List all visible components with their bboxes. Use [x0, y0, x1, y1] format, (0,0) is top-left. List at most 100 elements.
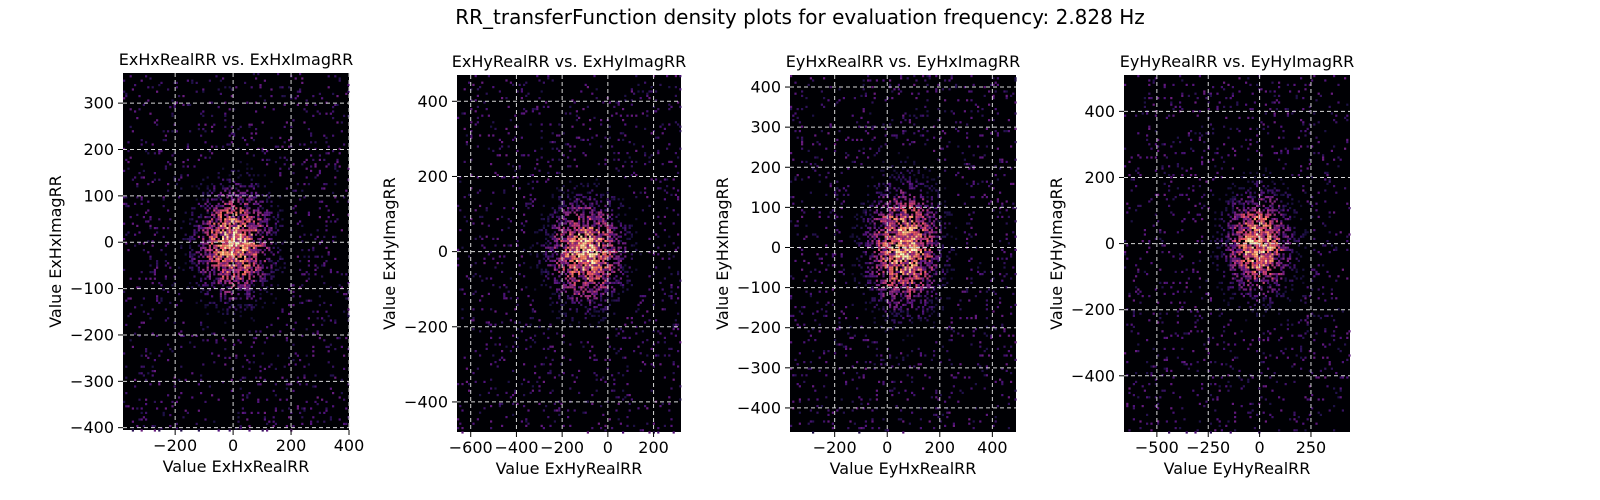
density-cell: [140, 372, 143, 375]
density-cell: [547, 255, 550, 258]
density-cell: [600, 209, 603, 212]
density-cell: [151, 271, 154, 274]
density-cell: [575, 297, 578, 300]
density-cell: [239, 211, 242, 214]
density-cell: [206, 275, 209, 278]
density-cell: [589, 204, 592, 207]
density-cell: [481, 81, 484, 84]
density-cell: [257, 266, 260, 269]
density-cell: [457, 427, 460, 430]
density-cell: [842, 193, 845, 196]
density-cell: [928, 75, 931, 78]
density-cell: [230, 253, 233, 256]
density-cell: [999, 160, 1002, 163]
density-cell: [600, 248, 603, 251]
density-cell: [553, 409, 556, 412]
density-cell: [542, 270, 545, 273]
density-cell: [613, 270, 616, 273]
density-cell: [457, 418, 460, 421]
density-cell: [655, 354, 658, 357]
density-cell: [202, 271, 205, 274]
density-cell: [534, 198, 537, 201]
density-cell: [895, 213, 898, 216]
density-cell: [602, 257, 605, 260]
density-cell: [562, 154, 565, 157]
density-cell: [871, 204, 874, 207]
density-cell: [668, 86, 671, 89]
density-cell: [237, 231, 240, 234]
density-cell: [334, 103, 337, 106]
density-cell: [294, 205, 297, 208]
density-cell: [801, 147, 804, 150]
density-cell: [127, 205, 130, 208]
density-cell: [584, 196, 587, 199]
density-cell: [250, 297, 253, 300]
density-cell: [679, 125, 682, 128]
density-cell: [230, 304, 233, 307]
density-cell: [591, 279, 594, 282]
density-cell: [501, 356, 504, 359]
density-cell: [567, 235, 570, 238]
density-cell: [239, 125, 242, 128]
density-cell: [138, 286, 141, 289]
density-cell: [886, 224, 889, 227]
density-cell: [600, 233, 603, 236]
density-cell: [318, 207, 321, 210]
density-cell: [490, 420, 493, 423]
density-cell: [224, 220, 227, 223]
density-cell: [279, 156, 282, 159]
density-cell: [562, 132, 565, 135]
density-cell: [226, 233, 229, 236]
density-cell: [272, 301, 275, 304]
density-cell: [318, 242, 321, 245]
density-cell: [922, 209, 925, 212]
density-cell: [259, 242, 262, 245]
density-cell: [248, 238, 251, 241]
density-cell: [237, 286, 240, 289]
density-cell: [191, 218, 194, 221]
density-cell: [538, 169, 541, 172]
density-cell: [219, 257, 222, 260]
density-cell: [285, 339, 288, 342]
density-cell: [472, 372, 475, 375]
density-cell: [597, 218, 600, 221]
density-cell: [604, 288, 607, 291]
density-cell: [224, 348, 227, 351]
density-cell: [582, 226, 585, 229]
density-cell: [219, 244, 222, 247]
density-cell: [303, 273, 306, 276]
density-cell: [897, 92, 900, 95]
density-cell: [140, 143, 143, 146]
density-cell: [575, 185, 578, 188]
density-cell: [222, 337, 225, 340]
density-cell: [248, 295, 251, 298]
density-cell: [270, 200, 273, 203]
density-cell: [540, 268, 543, 271]
density-cell: [626, 424, 629, 427]
density-cell: [259, 211, 262, 214]
density-cell: [211, 260, 214, 263]
density-cell: [318, 411, 321, 414]
density-cell: [551, 132, 554, 135]
density-cell: [586, 185, 589, 188]
density-cell: [1014, 101, 1017, 104]
density-cell: [226, 222, 229, 225]
density-cell: [961, 176, 964, 179]
density-cell: [904, 218, 907, 221]
density-cell: [878, 149, 881, 152]
density-cell: [902, 218, 905, 221]
density-cell: [823, 105, 826, 108]
density-cell: [595, 229, 598, 232]
density-cell: [202, 244, 205, 247]
density-cell: [492, 354, 495, 357]
density-cell: [919, 215, 922, 218]
density-cell: [556, 281, 559, 284]
density-cell: [283, 103, 286, 106]
density-cell: [191, 235, 194, 238]
density-cell: [926, 176, 929, 179]
density-cell: [503, 244, 506, 247]
density-cell: [582, 253, 585, 256]
density-cell: [516, 345, 519, 348]
density-cell: [668, 354, 671, 357]
density-cell: [485, 92, 488, 95]
